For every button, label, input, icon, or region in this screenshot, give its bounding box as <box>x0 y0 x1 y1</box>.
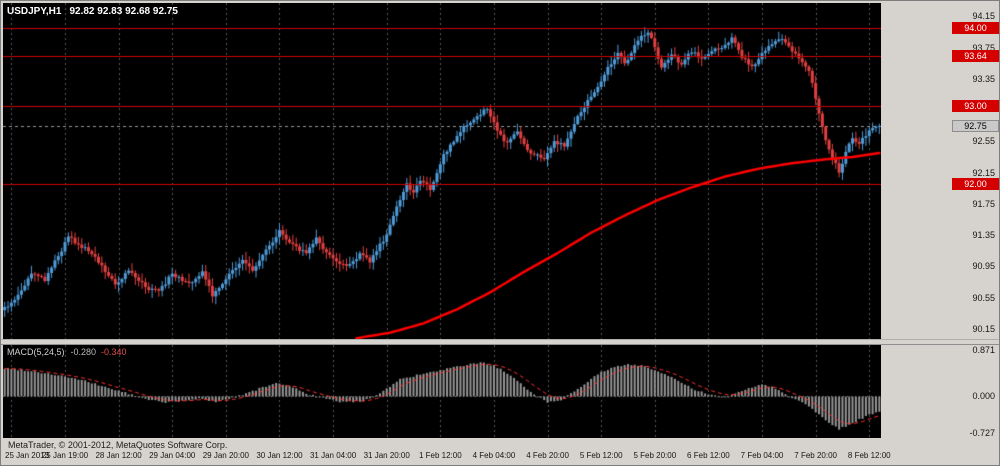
time-axis-label: 28 Jan 12:00 <box>95 451 142 460</box>
time-axis-label: 1 Feb 12:00 <box>418 451 462 460</box>
macd-canvas[interactable] <box>3 345 881 438</box>
price-axis[interactable]: 94.15 93.75 93.35 92.55 92.15 91.75 91.35 90.95… <box>882 3 999 339</box>
time-axis-label: 7 Feb 20:00 <box>794 451 837 460</box>
price-chart-canvas[interactable] <box>3 3 881 339</box>
price-tick-label: 90.95 <box>972 261 995 272</box>
macd-value-signal: -0.340 <box>101 347 127 357</box>
macd-value-main: -0.280 <box>70 347 97 357</box>
macd-title: MACD(5,24,5) -0.280 -0.340 <box>7 347 127 357</box>
macd-tick-label: 0.871 <box>972 345 995 355</box>
price-tick-label: 91.75 <box>972 198 995 209</box>
time-axis-label: 25 Jan 19:00 <box>41 451 89 460</box>
time-axis-label: 7 Feb 04:00 <box>740 451 784 460</box>
time-axis-label: 31 Jan 20:00 <box>363 451 410 460</box>
copyright-text: MetaTrader, © 2001-2012, MetaQuotes Soft… <box>8 440 228 450</box>
time-axis-label: 31 Jan 04:00 <box>309 451 357 460</box>
price-level-badge: 93.64 <box>952 50 999 63</box>
price-level-badge: 94.00 <box>952 22 999 34</box>
price-level-badge: 92.00 <box>952 178 999 191</box>
macd-panel: MACD(5,24,5) -0.280 -0.340 <box>3 345 881 438</box>
price-tick-label: 90.55 <box>972 292 995 303</box>
macd-axis[interactable]: 0.871 0.000 -0.727 <box>882 345 999 438</box>
time-axis-label: 4 Feb 20:00 <box>526 451 569 460</box>
price-tick-label: 90.15 <box>972 323 995 334</box>
time-axis-label: 25 Jan 2013 <box>5 451 50 460</box>
time-axis-label: 5 Feb 20:00 <box>633 451 677 460</box>
time-axis-label: 5 Feb 12:00 <box>579 451 623 460</box>
time-labels-row: 25 Jan 2013 25 Jan 19:00 28 Jan 12:00 29 Ja… <box>3 451 997 463</box>
price-tick-label: 94.15 <box>972 11 995 22</box>
panel-splitter[interactable] <box>1 339 999 345</box>
price-tick-label: 92.15 <box>972 167 995 178</box>
price-tick-label: 93.75 <box>972 42 995 53</box>
price-level-badge: 93.00 <box>952 100 999 113</box>
time-axis-label: 4 Feb 04:00 <box>472 451 516 460</box>
chart-symbol-timeframe: USDJPY,H1 <box>7 6 62 17</box>
time-axis-label: 6 Feb 12:00 <box>687 451 730 460</box>
time-axis[interactable]: MetaTrader, © 2001-2012, MetaQuotes Soft… <box>3 438 997 465</box>
chart-title: USDJPY,H1 92.82 92.83 92.68 92.75 <box>7 6 178 17</box>
current-price-badge: 92.75 <box>952 119 999 132</box>
price-tick-label: 93.35 <box>972 73 995 84</box>
chart-quote-ohlc: 92.82 92.83 92.68 92.75 <box>69 6 178 17</box>
price-chart-panel: USDJPY,H1 92.82 92.83 92.68 92.75 <box>3 3 881 339</box>
time-axis-label: 8 Feb 12:00 <box>847 451 891 460</box>
time-axis-label: 30 Jan 12:00 <box>256 451 303 460</box>
price-tick-label: 91.35 <box>972 230 995 241</box>
price-tick-label: 92.55 <box>972 136 995 147</box>
macd-tick-label: 0.000 <box>972 390 995 401</box>
time-axis-label: 29 Jan 04:00 <box>149 451 196 460</box>
time-axis-label: 29 Jan 20:00 <box>202 451 249 460</box>
macd-indicator-name: MACD(5,24,5) <box>7 347 65 357</box>
macd-tick-label: -0.727 <box>969 428 995 438</box>
